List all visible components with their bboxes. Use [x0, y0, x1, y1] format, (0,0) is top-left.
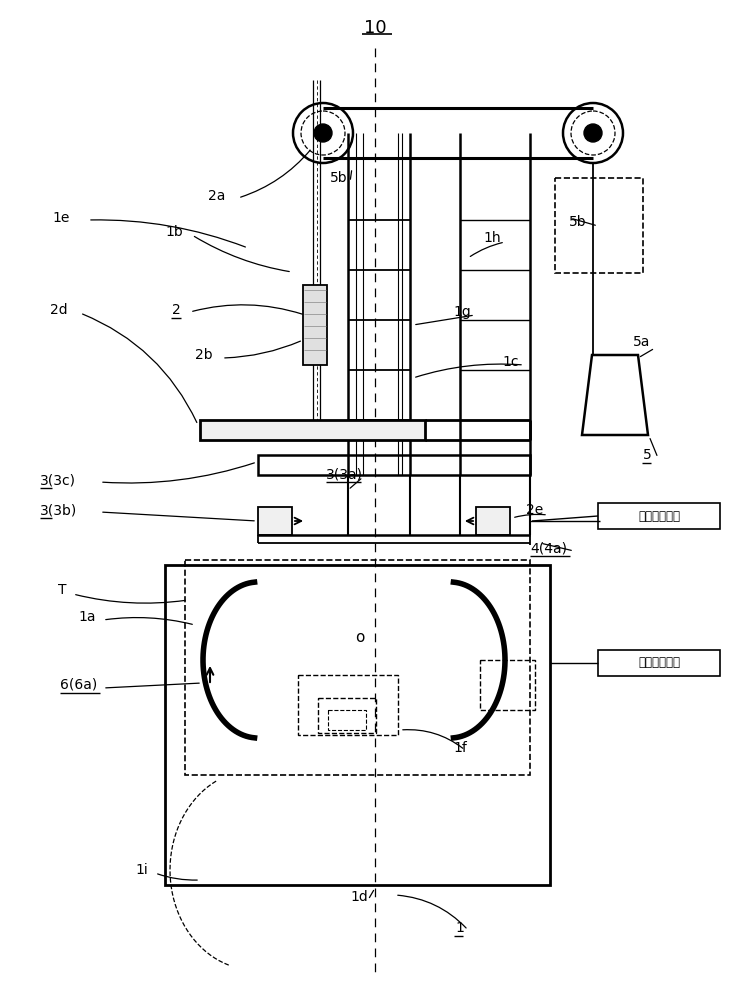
Bar [258, 455, 530, 475]
Text: 1i: 1i [135, 863, 148, 877]
Text: 3(3b): 3(3b) [40, 503, 77, 517]
Text: 1d: 1d [350, 890, 368, 904]
Text: o: o [356, 631, 364, 646]
Text: 5b: 5b [330, 171, 347, 185]
Text: 1: 1 [455, 921, 464, 935]
Text: 5: 5 [643, 448, 652, 462]
Bar [303, 285, 327, 365]
Circle shape [314, 124, 332, 142]
Text: 2: 2 [172, 303, 181, 317]
Text: 5b: 5b [569, 215, 586, 229]
Text: 1c: 1c [502, 355, 518, 369]
Bar [598, 503, 720, 529]
Bar [185, 560, 530, 775]
Bar [480, 660, 535, 710]
Bar [200, 420, 425, 440]
Bar [476, 507, 510, 535]
Text: 1g: 1g [453, 305, 471, 319]
Text: 1f: 1f [453, 741, 466, 755]
Text: 2e: 2e [526, 503, 543, 517]
Text: 1b: 1b [165, 225, 183, 239]
Bar [328, 710, 366, 730]
Text: 2d: 2d [50, 303, 68, 317]
Bar [598, 650, 720, 676]
Text: 5a: 5a [633, 335, 650, 349]
Bar [298, 675, 398, 735]
Text: 3(3c): 3(3c) [40, 473, 76, 487]
Text: 3(3a): 3(3a) [326, 467, 363, 481]
Bar [165, 565, 550, 885]
Text: 测量待命位置: 测量待命位置 [638, 510, 680, 522]
Text: 测量开始位置: 测量开始位置 [638, 656, 680, 670]
Text: 10: 10 [364, 19, 386, 37]
Text: 1e: 1e [52, 211, 69, 225]
Polygon shape [582, 355, 648, 435]
Text: 4(4a): 4(4a) [530, 541, 567, 555]
Text: 6(6a): 6(6a) [60, 678, 98, 692]
Text: 1h: 1h [483, 231, 501, 245]
Text: T: T [58, 583, 67, 597]
Bar [318, 698, 376, 733]
Bar [258, 507, 292, 535]
Text: 1a: 1a [78, 610, 95, 624]
Text: 2b: 2b [195, 348, 213, 362]
Text: 2a: 2a [208, 189, 225, 203]
Bar [555, 178, 643, 273]
Circle shape [584, 124, 602, 142]
